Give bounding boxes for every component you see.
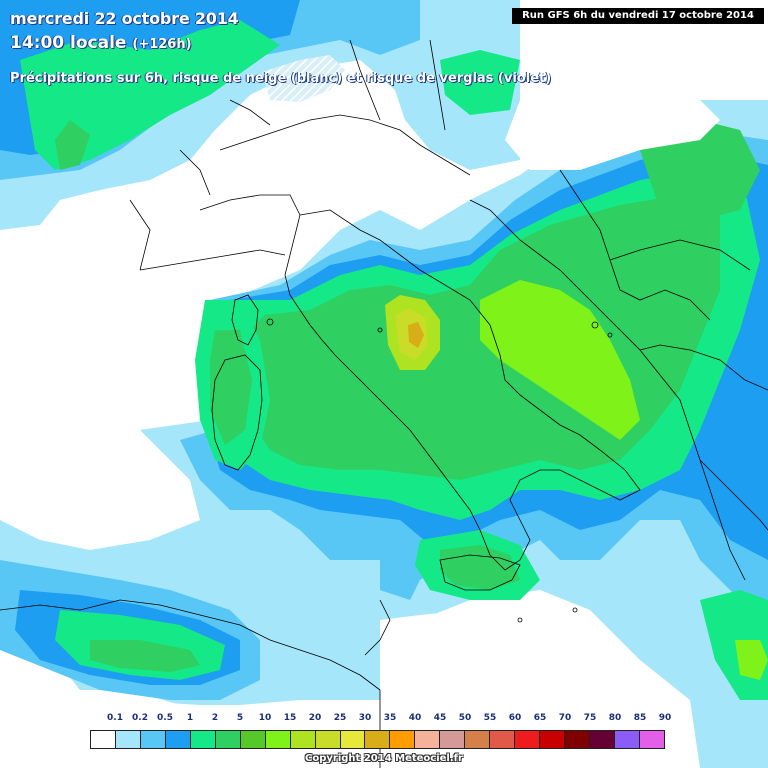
legend-label: 60 bbox=[508, 713, 522, 723]
legend-swatch bbox=[240, 731, 266, 748]
legend-label: 1 bbox=[186, 713, 194, 723]
legend-label: 45 bbox=[433, 713, 447, 723]
legend-label: 10 bbox=[258, 713, 272, 723]
map-subtitle: Précipitations sur 6h, risque de neige (… bbox=[10, 71, 552, 86]
precip-zone-green-sicily bbox=[440, 545, 520, 590]
legend-label: 0.2 bbox=[132, 713, 148, 723]
legend-swatch bbox=[340, 731, 366, 748]
legend-swatch bbox=[590, 731, 616, 748]
legend-label: 40 bbox=[408, 713, 422, 723]
precip-zone-green-top bbox=[55, 120, 90, 170]
legend-swatch bbox=[615, 731, 640, 748]
legend-swatch bbox=[91, 731, 116, 748]
forecast-offset: (+126h) bbox=[132, 37, 192, 52]
precip-zone-orange-peak bbox=[408, 322, 424, 348]
legend-label: 0.5 bbox=[157, 713, 173, 723]
legend-swatch bbox=[390, 731, 416, 748]
legend-swatch bbox=[115, 731, 141, 748]
legend-label: 25 bbox=[333, 713, 347, 723]
legend-swatch bbox=[515, 731, 541, 748]
run-info-text: Run GFS 6h du vendredi 17 octobre 2014 bbox=[522, 10, 754, 21]
island-outlines bbox=[266, 318, 613, 623]
forecast-date: mercredi 22 octobre 2014 bbox=[10, 9, 239, 28]
precip-zone-green-africa bbox=[90, 640, 200, 672]
legend-swatch bbox=[265, 731, 291, 748]
legend-swatch bbox=[140, 731, 166, 748]
precip-zone-deeper-green-sardinia bbox=[210, 330, 252, 445]
legend-swatch bbox=[639, 731, 664, 748]
legend-swatch bbox=[540, 731, 566, 748]
legend-label: 0.1 bbox=[107, 713, 123, 723]
legend-label: 15 bbox=[283, 713, 297, 723]
legend-label: 90 bbox=[658, 713, 672, 723]
copyright-notice: Copyright 2014 Meteociel.fr bbox=[305, 753, 463, 764]
legend-label: 75 bbox=[583, 713, 597, 723]
legend-label: 20 bbox=[308, 713, 322, 723]
legend-swatch bbox=[315, 731, 341, 748]
precip-free-zone-balkans bbox=[505, 80, 720, 170]
legend-label: 55 bbox=[483, 713, 497, 723]
legend-label: 35 bbox=[383, 713, 397, 723]
legend-label: 5 bbox=[236, 713, 244, 723]
legend-swatch bbox=[565, 731, 591, 748]
legend-swatch bbox=[490, 731, 516, 748]
legend-color-bar bbox=[90, 730, 665, 749]
legend-label: 65 bbox=[533, 713, 547, 723]
precip-zone-lime-adriatic bbox=[480, 280, 640, 440]
forecast-time: 14:00 locale (+126h) bbox=[10, 33, 192, 53]
legend-label: 30 bbox=[358, 713, 372, 723]
legend-label: 50 bbox=[458, 713, 472, 723]
legend-label: 70 bbox=[558, 713, 572, 723]
legend-label: 85 bbox=[633, 713, 647, 723]
legend-swatch bbox=[190, 731, 216, 748]
legend-label: 2 bbox=[211, 713, 219, 723]
precip-free-zone-bottom bbox=[380, 605, 690, 768]
legend-label: 80 bbox=[608, 713, 622, 723]
legend-swatch bbox=[215, 731, 241, 748]
coastlines-borders bbox=[0, 39, 768, 768]
run-info-box: Run GFS 6h du vendredi 17 octobre 2014 bbox=[512, 8, 764, 24]
legend-labels: 0.1 0.2 0.5 1 2 5 10 15 20 25 30 35 40 45 50 55 60 65 70 75… bbox=[90, 713, 671, 727]
legend-swatch bbox=[165, 731, 191, 748]
snow-risk-zone bbox=[262, 55, 345, 102]
legend-swatch bbox=[290, 731, 316, 748]
legend-swatch bbox=[440, 731, 466, 748]
precip-zone-lime-greece bbox=[735, 640, 768, 680]
precip-zone-aqua-top-right bbox=[440, 50, 520, 115]
legend-swatch bbox=[365, 731, 391, 748]
forecast-time-label: 14:00 locale bbox=[10, 33, 127, 53]
legend-swatch bbox=[465, 731, 491, 748]
legend-swatch bbox=[415, 731, 441, 748]
